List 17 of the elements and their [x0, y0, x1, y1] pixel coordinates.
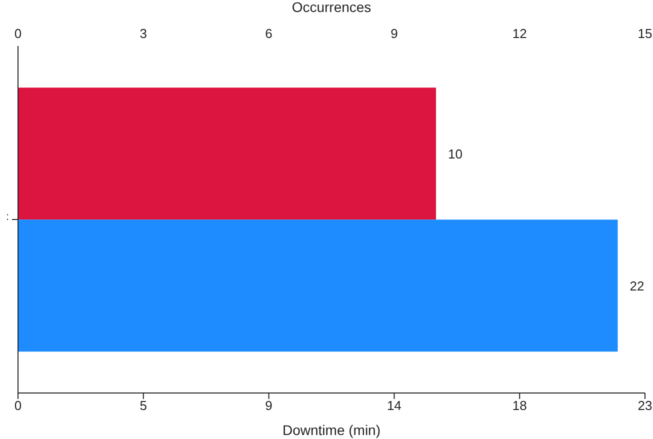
data-label: 10: [448, 146, 462, 162]
x-tick-label: 9: [265, 398, 272, 414]
data-label: 22: [630, 278, 644, 294]
x2-tick-label: 9: [390, 26, 398, 41]
x-tick-label: 18: [512, 398, 527, 414]
x-axis-title: Downtime (min): [282, 422, 381, 438]
x2-tick-label: 15: [638, 26, 652, 41]
x2-tick-label: 6: [265, 26, 272, 41]
x2-tick-label: 12: [512, 26, 527, 41]
x-tick-label: 23: [638, 398, 652, 414]
x2-axis-title: Occurrences: [292, 0, 372, 15]
x2-tick-label: 3: [140, 26, 148, 41]
text: :: [6, 211, 10, 223]
x-tick-label: 0: [14, 398, 22, 414]
x2-tick-label: 0: [14, 26, 22, 41]
x-tick-label: 14: [386, 398, 402, 414]
x-tick-label: 5: [140, 398, 148, 414]
